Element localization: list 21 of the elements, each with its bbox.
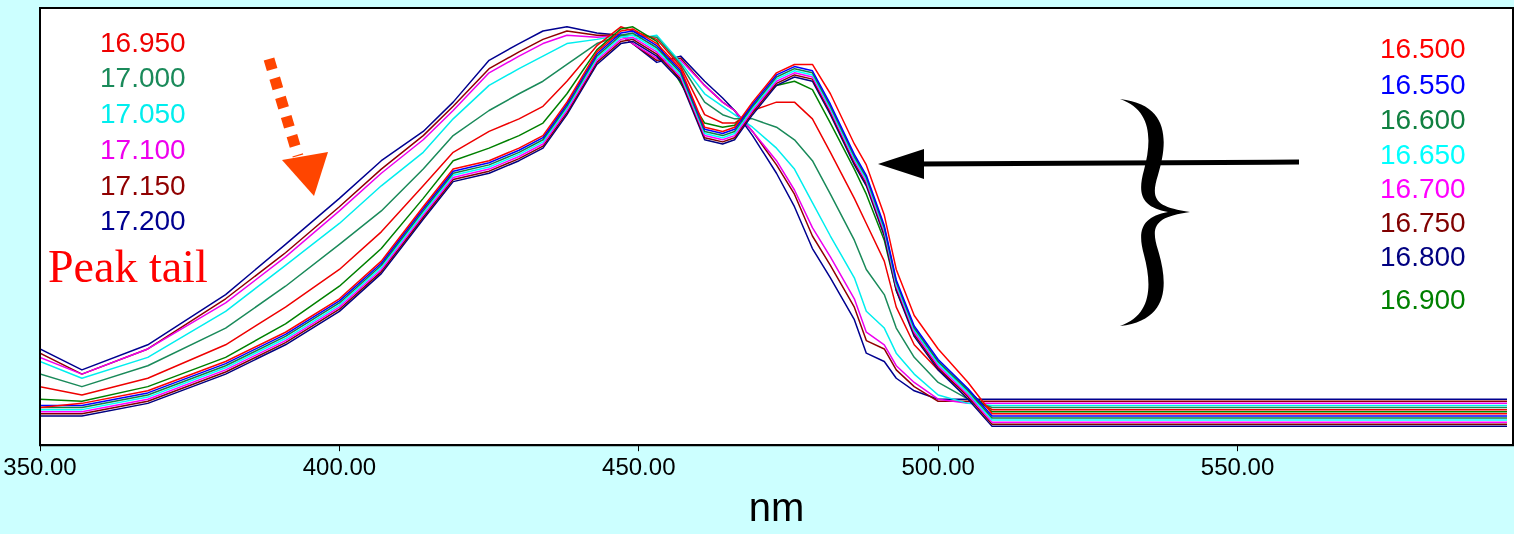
text: 16.950 [100,26,186,58]
text: 16.650 [1380,138,1466,170]
text: 16.600 [1380,103,1466,135]
annotation: Peak tail [48,240,208,293]
x-axis-title: nm [748,485,805,530]
text: 17.150 [100,169,186,201]
text: 17.100 [100,133,186,165]
x-tick-label: 450.00 [602,453,676,481]
x-tick-label: 500.00 [901,453,975,481]
text: 16.750 [1380,206,1466,238]
text: 16.550 [1380,68,1466,100]
text: 17.200 [100,204,186,236]
text: 17.000 [100,61,186,93]
text: 17.050 [100,97,186,129]
x-tick-label: 550.00 [1200,453,1275,481]
text: 16.800 [1380,240,1466,272]
text: 16.900 [1380,283,1466,315]
x-tick-label: 350.00 [3,453,77,481]
text: 16.500 [1380,32,1466,64]
x-tick-label: 400.00 [302,453,377,481]
text: 16.700 [1380,172,1466,204]
